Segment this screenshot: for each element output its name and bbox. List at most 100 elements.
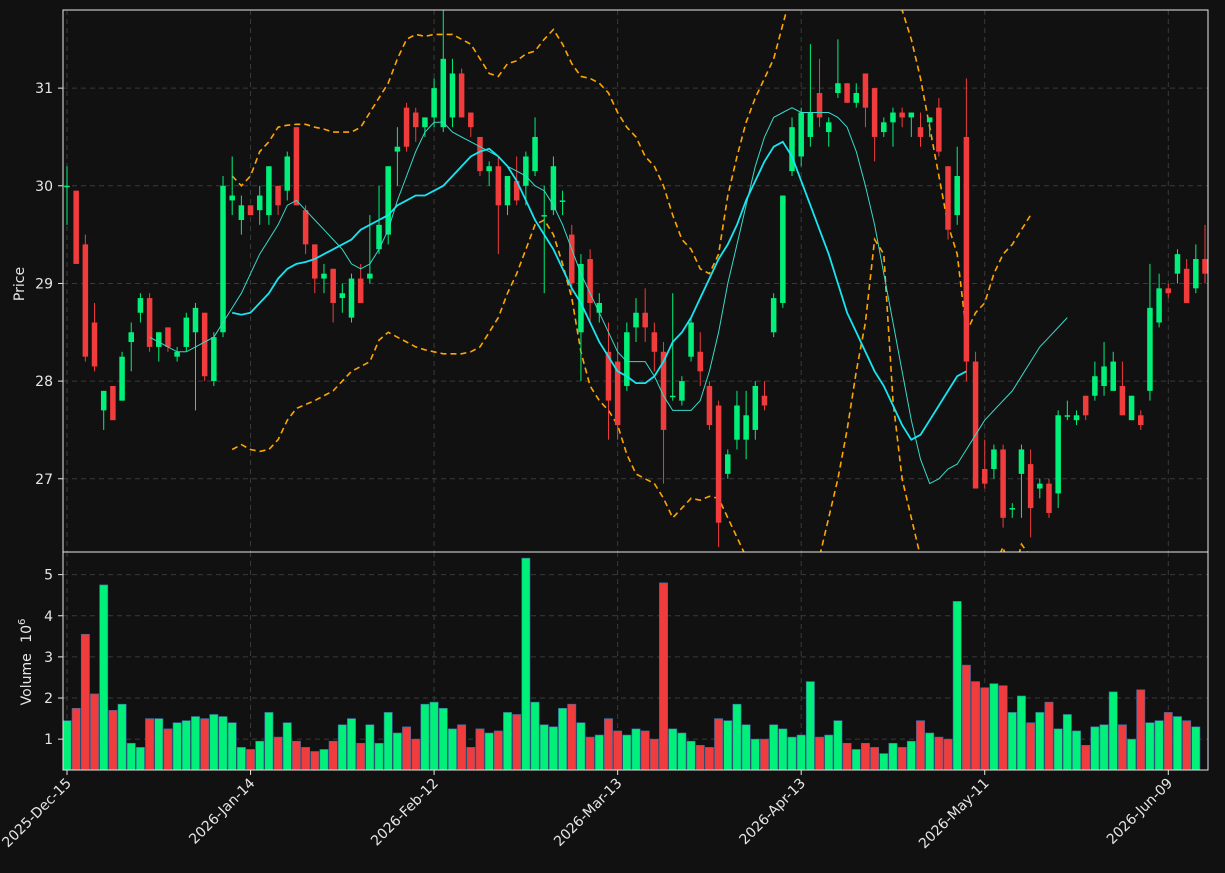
volume-bar <box>943 738 953 770</box>
candle-body <box>1101 366 1107 386</box>
candle-body <box>1174 254 1181 274</box>
candle-body <box>917 127 924 137</box>
candle-body <box>752 385 759 430</box>
volume-bar <box>172 722 182 770</box>
candle-body <box>504 176 511 206</box>
candle-body <box>449 73 456 118</box>
candle-body <box>1156 288 1162 323</box>
volume-bar <box>319 749 329 770</box>
candle-body <box>394 146 401 152</box>
volume-bar <box>622 734 632 770</box>
volume-bar <box>438 708 448 770</box>
volume-bar <box>181 720 191 770</box>
volume-bar <box>879 753 889 770</box>
volume-bar <box>980 687 990 770</box>
candle-body <box>146 298 153 347</box>
candle-body <box>110 385 116 421</box>
candle-body <box>660 351 667 430</box>
candle-body <box>972 361 979 489</box>
candle-body <box>183 317 190 347</box>
volume-bar <box>117 703 127 770</box>
candle-body <box>1046 483 1052 513</box>
volume-bar <box>255 740 265 770</box>
volume-bar <box>1072 730 1081 770</box>
candle-body <box>238 205 245 220</box>
candle-body <box>844 83 850 103</box>
volume-bar <box>1154 720 1164 770</box>
price-panel-grid <box>63 10 1208 552</box>
candle-body <box>807 112 814 137</box>
candlesticks <box>64 10 1208 548</box>
volume-bar <box>448 728 457 770</box>
candle-body <box>578 263 584 333</box>
candle-body <box>468 112 474 128</box>
candle-body <box>559 200 566 202</box>
volume-bar <box>971 681 980 770</box>
candle-body <box>981 468 988 484</box>
volume-bar <box>888 742 898 770</box>
candle-body <box>1027 464 1034 509</box>
candle-body <box>119 356 125 401</box>
volume-bar <box>1044 701 1054 770</box>
candle-body <box>945 166 951 230</box>
volume-bar <box>392 732 402 770</box>
volume-bar <box>402 726 411 770</box>
candle-body <box>798 112 804 157</box>
candle-body <box>192 307 199 333</box>
volume-bar <box>686 740 696 770</box>
candle-body <box>201 312 208 377</box>
volume-axis-label-exponent: 6 <box>17 619 28 625</box>
volume-bar <box>1163 712 1173 770</box>
candle-body <box>587 259 593 303</box>
candle-body <box>266 166 272 216</box>
candle-body <box>64 185 70 188</box>
candle-body <box>862 73 869 108</box>
volume-axis-label-base: 10 <box>19 625 35 643</box>
volume-bar <box>732 703 742 770</box>
candle-body <box>330 268 336 303</box>
volume-bar <box>704 747 714 770</box>
candle-body <box>743 415 749 440</box>
volume-bar <box>567 703 577 770</box>
candle-body <box>1037 483 1043 489</box>
volume-bar <box>191 716 200 770</box>
price-ytick-label: 27 <box>35 472 53 488</box>
candle-body <box>1147 307 1153 391</box>
candle-body <box>679 381 685 401</box>
volume-bar <box>1173 716 1182 770</box>
candle-body <box>156 332 162 347</box>
volume-bar <box>347 718 356 770</box>
volume-bar <box>236 747 246 770</box>
candle-body <box>816 93 823 118</box>
candle-body <box>669 395 676 398</box>
candle-body <box>890 112 896 123</box>
candle-body <box>513 180 520 201</box>
price-ytick-label: 31 <box>35 81 53 97</box>
volume-bar <box>337 724 347 770</box>
volume-bar <box>640 730 650 770</box>
candle-body <box>1183 268 1190 303</box>
volume-bar <box>503 712 512 770</box>
volume-bar <box>1081 745 1091 770</box>
volume-bar <box>154 718 164 770</box>
volume-bar <box>548 726 558 770</box>
candle-body <box>229 195 235 201</box>
candle-body <box>605 351 612 401</box>
volume-bar <box>90 693 99 770</box>
candle-body <box>1138 415 1144 426</box>
volume-bar <box>833 720 843 770</box>
volume-bar <box>273 736 283 770</box>
volume-bar <box>356 742 366 770</box>
volume-bar <box>916 720 925 770</box>
volume-bar <box>365 724 375 770</box>
candle-body <box>477 136 483 172</box>
candle-body <box>1018 449 1025 474</box>
candle-body <box>1193 259 1199 289</box>
volume-bar <box>870 747 880 770</box>
volume-bar <box>861 742 870 770</box>
volume-bar <box>576 722 586 770</box>
volume-bar <box>613 730 623 770</box>
volume-bar <box>714 718 724 770</box>
volume-bar <box>1145 722 1155 770</box>
